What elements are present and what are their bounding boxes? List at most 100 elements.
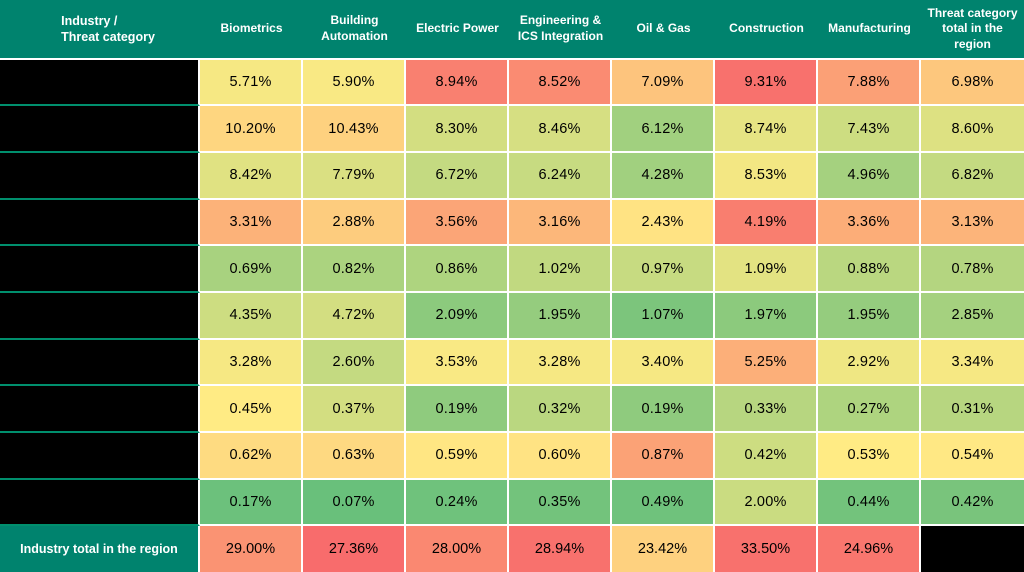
heatmap-row: 0.17% 0.07% 0.24% 0.35% 0.49% 2.00% 0.44% 0.42% bbox=[0, 479, 1024, 527]
redacted-row-label bbox=[0, 479, 200, 527]
heatmap-cell: 6.82% bbox=[921, 153, 1024, 200]
heatmap-cell: 0.19% bbox=[612, 386, 715, 433]
heatmap-cell: 9.31% bbox=[715, 59, 818, 107]
heatmap-cell: 6.98% bbox=[921, 59, 1024, 107]
heatmap-cell: 0.86% bbox=[406, 246, 509, 293]
heatmap-cell: 0.42% bbox=[715, 432, 818, 480]
heatmap-cell: 8.74% bbox=[715, 106, 818, 154]
column-header: Oil & Gas bbox=[612, 0, 715, 58]
heatmap-cell: 4.28% bbox=[612, 153, 715, 200]
heatmap-cell: 4.72% bbox=[303, 293, 406, 340]
heatmap-cell: 2.60% bbox=[303, 339, 406, 387]
heatmap-row: 5.71% 5.90% 8.94% 8.52% 7.09% 9.31% 7.88% 6.98% bbox=[0, 59, 1024, 107]
industry-total-row: Industry total in the region 29.00% 27.36%… bbox=[0, 526, 1024, 572]
redacted-row-label bbox=[0, 339, 200, 387]
industry-total-cell: 27.36% bbox=[303, 526, 406, 572]
heatmap-cell: 5.90% bbox=[303, 59, 406, 107]
column-header: Construction bbox=[715, 0, 818, 58]
industry-total-cell: 28.00% bbox=[406, 526, 509, 572]
heatmap-cell: 3.28% bbox=[509, 339, 612, 387]
heatmap-cell: 8.42% bbox=[200, 153, 303, 200]
heatmap-cell: 8.52% bbox=[509, 59, 612, 107]
column-header: Biometrics bbox=[200, 0, 303, 58]
heatmap-cell: 0.35% bbox=[509, 479, 612, 527]
heatmap-cell: 8.53% bbox=[715, 153, 818, 200]
heatmap-cell: 2.92% bbox=[818, 339, 921, 387]
heatmap-cell: 0.60% bbox=[509, 432, 612, 480]
heatmap-cell: 3.16% bbox=[509, 199, 612, 247]
heatmap-cell: 7.88% bbox=[818, 59, 921, 107]
corner-header-label: Industry / Threat category bbox=[0, 0, 200, 58]
industry-total-cell: 29.00% bbox=[200, 526, 303, 572]
heatmap-cell: 0.19% bbox=[406, 386, 509, 433]
heatmap-cell: 4.96% bbox=[818, 153, 921, 200]
heatmap-cell: 0.37% bbox=[303, 386, 406, 433]
heatmap-row: 10.20% 10.43% 8.30% 8.46% 6.12% 8.74% 7.43% 8.6… bbox=[0, 106, 1024, 154]
heatmap-row: 3.28% 2.60% 3.53% 3.28% 3.40% 5.25% 2.92% 3.34% bbox=[0, 339, 1024, 387]
heatmap-cell: 0.49% bbox=[612, 479, 715, 527]
heatmap-cell: 0.87% bbox=[612, 432, 715, 480]
industry-total-cell: 23.42% bbox=[612, 526, 715, 572]
heatmap-row: 0.62% 0.63% 0.59% 0.60% 0.87% 0.42% 0.53% 0.54% bbox=[0, 432, 1024, 480]
heatmap-cell: 0.59% bbox=[406, 432, 509, 480]
heatmap-cell: 0.44% bbox=[818, 479, 921, 527]
heatmap-cell: 5.71% bbox=[200, 59, 303, 107]
heatmap-cell: 0.54% bbox=[921, 432, 1024, 480]
industry-total-cell: 24.96% bbox=[818, 526, 921, 572]
heatmap-cell: 1.02% bbox=[509, 246, 612, 293]
heatmap-cell: 2.85% bbox=[921, 293, 1024, 340]
heatmap-cell: 0.62% bbox=[200, 432, 303, 480]
industry-total-cell: 28.94% bbox=[509, 526, 612, 572]
column-header: Threat category total in the region bbox=[921, 0, 1024, 58]
heatmap-row: 0.45% 0.37% 0.19% 0.32% 0.19% 0.33% 0.27% 0.31% bbox=[0, 386, 1024, 433]
heatmap-cell: 1.07% bbox=[612, 293, 715, 340]
redacted-row-label bbox=[0, 386, 200, 433]
heatmap-row: 0.69% 0.82% 0.86% 1.02% 0.97% 1.09% 0.88% 0.78% bbox=[0, 246, 1024, 293]
heatmap-row: 8.42% 7.79% 6.72% 6.24% 4.28% 8.53% 4.96% 6.82% bbox=[0, 153, 1024, 200]
column-header: Electric Power bbox=[406, 0, 509, 58]
heatmap-cell: 0.33% bbox=[715, 386, 818, 433]
heatmap-cell: 10.43% bbox=[303, 106, 406, 154]
redacted-grand-total-cell bbox=[921, 526, 1024, 572]
heatmap-cell: 0.69% bbox=[200, 246, 303, 293]
heatmap-cell: 7.79% bbox=[303, 153, 406, 200]
redacted-row-label bbox=[0, 246, 200, 293]
heatmap-cell: 3.36% bbox=[818, 199, 921, 247]
heatmap-cell: 3.56% bbox=[406, 199, 509, 247]
heatmap-cell: 1.97% bbox=[715, 293, 818, 340]
heatmap-cell: 3.31% bbox=[200, 199, 303, 247]
column-header: Building Automation bbox=[303, 0, 406, 58]
heatmap-cell: 0.24% bbox=[406, 479, 509, 527]
redacted-row-label bbox=[0, 293, 200, 340]
heatmap-cell: 4.19% bbox=[715, 199, 818, 247]
heatmap-cell: 0.27% bbox=[818, 386, 921, 433]
heatmap-cell: 0.78% bbox=[921, 246, 1024, 293]
heatmap-cell: 7.09% bbox=[612, 59, 715, 107]
heatmap-cell: 3.53% bbox=[406, 339, 509, 387]
heatmap-cell: 8.46% bbox=[509, 106, 612, 154]
redacted-row-label bbox=[0, 106, 200, 154]
heatmap-cell: 0.32% bbox=[509, 386, 612, 433]
heatmap-cell: 3.28% bbox=[200, 339, 303, 387]
heatmap-cell: 6.72% bbox=[406, 153, 509, 200]
heatmap-cell: 0.31% bbox=[921, 386, 1024, 433]
heatmap-cell: 1.95% bbox=[509, 293, 612, 340]
heatmap-cell: 4.35% bbox=[200, 293, 303, 340]
heatmap-cell: 0.07% bbox=[303, 479, 406, 527]
heatmap-cell: 1.95% bbox=[818, 293, 921, 340]
heatmap-row: 4.35% 4.72% 2.09% 1.95% 1.07% 1.97% 1.95% 2.85% bbox=[0, 293, 1024, 340]
heatmap-cell: 3.13% bbox=[921, 199, 1024, 247]
redacted-row-label bbox=[0, 153, 200, 200]
heatmap-cell: 3.34% bbox=[921, 339, 1024, 387]
heatmap-cell: 6.24% bbox=[509, 153, 612, 200]
heatmap-cell: 0.45% bbox=[200, 386, 303, 433]
redacted-row-label bbox=[0, 59, 200, 107]
heatmap-cell: 6.12% bbox=[612, 106, 715, 154]
heatmap-row: 3.31% 2.88% 3.56% 3.16% 2.43% 4.19% 3.36% 3.13% bbox=[0, 199, 1024, 247]
header-row: Industry / Threat category Biometrics Buil… bbox=[0, 0, 1024, 60]
heatmap-cell: 0.42% bbox=[921, 479, 1024, 527]
heatmap-cell: 10.20% bbox=[200, 106, 303, 154]
heatmap-cell: 2.00% bbox=[715, 479, 818, 527]
heatmap-cell: 2.43% bbox=[612, 199, 715, 247]
heatmap-cell: 0.17% bbox=[200, 479, 303, 527]
